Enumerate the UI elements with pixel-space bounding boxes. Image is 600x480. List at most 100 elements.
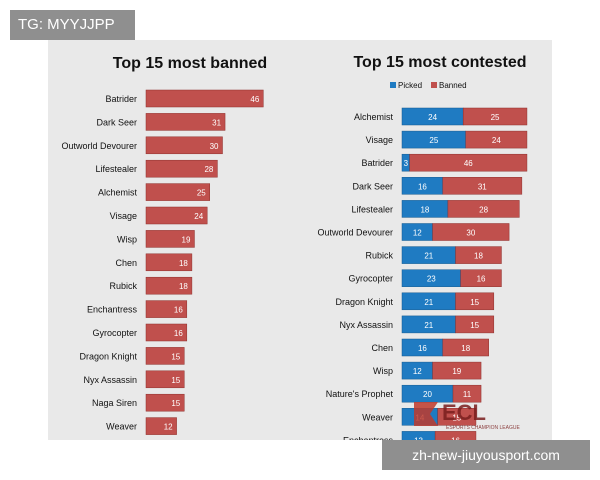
- banned-stack-value: 46: [464, 159, 473, 168]
- banned-bar-value: 19: [182, 235, 191, 244]
- contested-category-label: Lifestealer: [351, 204, 393, 214]
- picked-bar-value: 25: [429, 136, 438, 145]
- banned-bar: [145, 417, 177, 435]
- banned-stack-bar: [455, 292, 495, 311]
- banned-stack-bar: [465, 130, 528, 149]
- banned-category-label: Nyx Assassin: [83, 375, 137, 385]
- banned-category-label: Gyrocopter: [92, 328, 137, 338]
- banned-bar: [145, 113, 226, 131]
- banned-stack-bar: [409, 153, 528, 172]
- banned-bar-value: 24: [194, 212, 203, 221]
- ecl-watermark: ECL ESPORTS CHAMPION LEAGUE: [414, 400, 520, 431]
- banned-category-label: Naga Siren: [92, 398, 137, 408]
- legend-picked-label: Picked: [398, 81, 422, 90]
- banned-bar: [145, 89, 264, 108]
- legend-picked-swatch: [390, 82, 396, 88]
- ecl-logo-text: ECL: [442, 400, 486, 425]
- banned-bar-value: 25: [197, 189, 206, 198]
- banned-bar-value: 16: [174, 329, 183, 338]
- ecl-logo-mark: [414, 402, 438, 426]
- banned-stack-bar: [432, 361, 482, 380]
- contested-category-label: Weaver: [362, 412, 393, 422]
- banned-stack-value: 19: [452, 367, 461, 376]
- banned-bar-value: 18: [179, 282, 188, 291]
- banned-category-label: Batrider: [105, 94, 137, 104]
- banned-category-label: Dark Seer: [96, 117, 137, 127]
- banned-stack-bar: [455, 246, 502, 264]
- picked-bar-value: 23: [427, 275, 436, 284]
- banned-bar: [145, 183, 210, 201]
- banned-chart-title: Top 15 most banned: [113, 55, 267, 72]
- banned-category-label: Alchemist: [98, 188, 138, 198]
- banned-category-label: Weaver: [106, 422, 137, 432]
- picked-bar-value: 3: [404, 159, 409, 168]
- banned-stack-bar: [455, 315, 495, 334]
- banned-stack-bar: [442, 338, 489, 357]
- banned-category-label: Wisp: [117, 234, 137, 244]
- picked-bar-value: 24: [428, 113, 437, 122]
- banned-stack-bar: [437, 408, 477, 426]
- picked-bar-value: 21: [424, 252, 433, 261]
- banned-bar: [145, 276, 193, 295]
- banned-bar-value: 31: [212, 118, 221, 127]
- banned-bar: [145, 393, 185, 412]
- charts-svg: Top 15 most banned Batrider 46 Dark Seer 31 O…: [61, 54, 528, 449]
- contested-chart-title: Top 15 most contested: [353, 54, 526, 71]
- banned-stack-value: 18: [474, 252, 483, 261]
- contested-category-label: Wisp: [373, 366, 393, 376]
- banned-stack-value: 18: [461, 344, 470, 353]
- ecl-logo-subtext: ESPORTS CHAMPION LEAGUE: [446, 425, 520, 431]
- banned-bar: [145, 253, 193, 272]
- contested-category-label: Visage: [366, 135, 393, 145]
- legend-banned-label: Banned: [439, 81, 467, 90]
- banned-stack-bar: [462, 107, 528, 126]
- banned-category-label: Visage: [110, 211, 137, 221]
- banned-bar: [145, 323, 188, 342]
- banned-stack-bar: [460, 269, 502, 287]
- picked-bar-value: 16: [418, 344, 427, 353]
- picked-bar-value: 20: [423, 390, 432, 399]
- picked-bar-value: 12: [413, 367, 422, 376]
- contested-category-label: Outworld Devourer: [317, 228, 393, 238]
- banned-bar: [145, 159, 218, 178]
- banned-stack-value: 15: [470, 298, 479, 307]
- banned-bar: [145, 370, 185, 389]
- banned-bar-value: 30: [210, 142, 219, 151]
- banned-bar-value: 15: [171, 352, 180, 361]
- banned-bar: [145, 347, 185, 365]
- banned-category-label: Lifestealer: [95, 164, 137, 174]
- picked-bar-value: 16: [418, 182, 427, 191]
- picked-bar-value: 18: [420, 205, 429, 214]
- top-tag: TG: MYYJJPP: [10, 10, 135, 40]
- banned-category-label: Chen: [115, 258, 137, 268]
- banned-stack-value: 28: [479, 205, 488, 214]
- banned-stack-bar: [432, 223, 510, 241]
- banned-bar-value: 15: [171, 399, 180, 408]
- picked-bar-value: 21: [424, 321, 433, 330]
- contested-category-label: Batrider: [361, 158, 393, 168]
- legend-banned-swatch: [431, 82, 437, 88]
- banned-stack-value: 24: [492, 136, 501, 145]
- banned-category-label: Dragon Knight: [79, 351, 137, 361]
- banned-bar-value: 28: [204, 165, 213, 174]
- banned-bar-value: 16: [174, 306, 183, 315]
- banned-stack-value: 25: [491, 113, 500, 122]
- banned-bar: [145, 206, 208, 225]
- banned-bar: [145, 300, 188, 318]
- banned-category-label: Enchantress: [87, 305, 138, 315]
- contested-category-label: Dark Seer: [352, 181, 393, 191]
- banned-category-label: Outworld Devourer: [61, 141, 137, 151]
- contested-category-label: Nature's Prophet: [326, 389, 394, 399]
- picked-bar-value: 21: [424, 298, 433, 307]
- chart-panel: Top 15 most banned Batrider 46 Dark Seer 31 O…: [48, 40, 552, 449]
- banned-stack-value: 30: [466, 229, 475, 238]
- banned-stack-value: 15: [470, 321, 479, 330]
- banned-stack-bar: [452, 384, 482, 403]
- banned-bar-value: 12: [164, 423, 173, 432]
- banned-stack-bar: [447, 200, 520, 218]
- banned-bar-value: 18: [179, 259, 188, 268]
- banned-bar: [145, 136, 223, 155]
- banned-stack-bar: [442, 177, 523, 195]
- bottom-tag: zh-new-jiuyousport.com: [382, 440, 590, 470]
- contested-category-label: Chen: [371, 343, 393, 353]
